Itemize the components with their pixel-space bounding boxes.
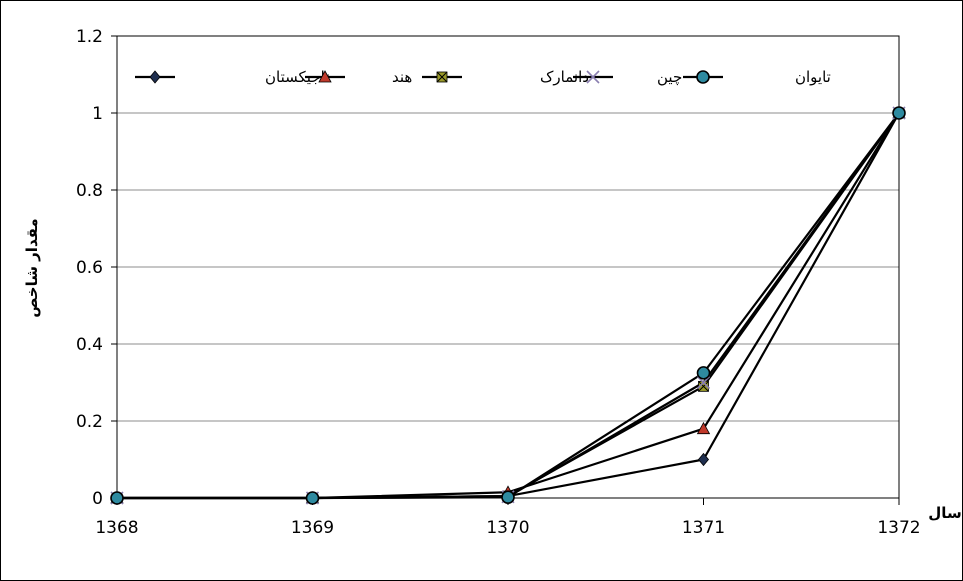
legend-item-3: دانمارک [422,68,589,86]
legend-swatch-marker [149,70,161,84]
legend-item-4: چین [573,68,682,86]
legend-label: هند [392,68,412,86]
data-point-series-5 [501,490,515,505]
series-line-2 [117,112,900,500]
legend-item-5: تایوان [683,68,831,86]
series-line-5 [117,112,900,500]
data-point-series-3 [698,380,709,392]
data-point-series-5 [892,106,906,120]
y-tick-label: 1.2 [76,27,103,47]
legend-item-1: تاجیکستان [135,68,329,86]
legend-label: دانمارک [540,68,589,86]
data-point-series-5 [305,491,320,505]
legend-label: تایوان [795,68,831,86]
gridlines [117,35,899,422]
x-tick-label: 1371 [682,518,725,538]
marker-x-stroke [586,70,600,84]
x-tick-label: 1370 [486,518,529,538]
legend-swatch-marker [696,70,710,84]
x-tick-label: 1368 [95,518,138,538]
legend: تاجیکستان هند دانمارک چین تایوان [135,68,831,86]
marker-square-cross [436,71,448,83]
data-point-series-5 [110,491,124,505]
y-tick-label: 0 [92,489,103,509]
legend-swatch-marker [436,71,448,83]
data-point-series-4 [696,375,711,390]
y-tick-label: 0.6 [76,258,103,278]
y-tick-label: 0.4 [76,335,103,355]
legend-item-2: هند [305,68,412,86]
series-line-1 [117,112,900,500]
marker-square-cross [698,380,709,392]
legend-label: چین [657,68,682,86]
x-axis-label: سال [928,504,961,522]
data-point-series-5 [696,366,711,380]
series-markers [110,106,906,505]
y-tick-labels: 0 0.2 0.4 0.6 0.8 1 1.2 [76,27,103,509]
y-tick-label: 0.8 [76,181,103,201]
y-tick-label: 1 [92,104,103,124]
y-axis-label: مقدار شاخص [23,218,41,317]
x-tick-labels: 1368 1369 1370 1371 1372 [95,518,920,538]
y-tick-label: 0.2 [76,412,103,432]
series-lines [117,112,900,500]
legend-swatch-marker [318,70,332,83]
series-line-4 [117,112,900,500]
data-point-series-2 [696,421,711,435]
legend-swatch-marker [586,70,600,84]
series-line-3 [117,112,900,500]
marker-x-stroke [696,375,711,390]
x-tick-label: 1369 [291,518,334,538]
x-tick-label: 1372 [877,518,920,538]
data-point-series-1 [697,452,710,467]
legend-label: تاجیکستان [265,68,329,86]
